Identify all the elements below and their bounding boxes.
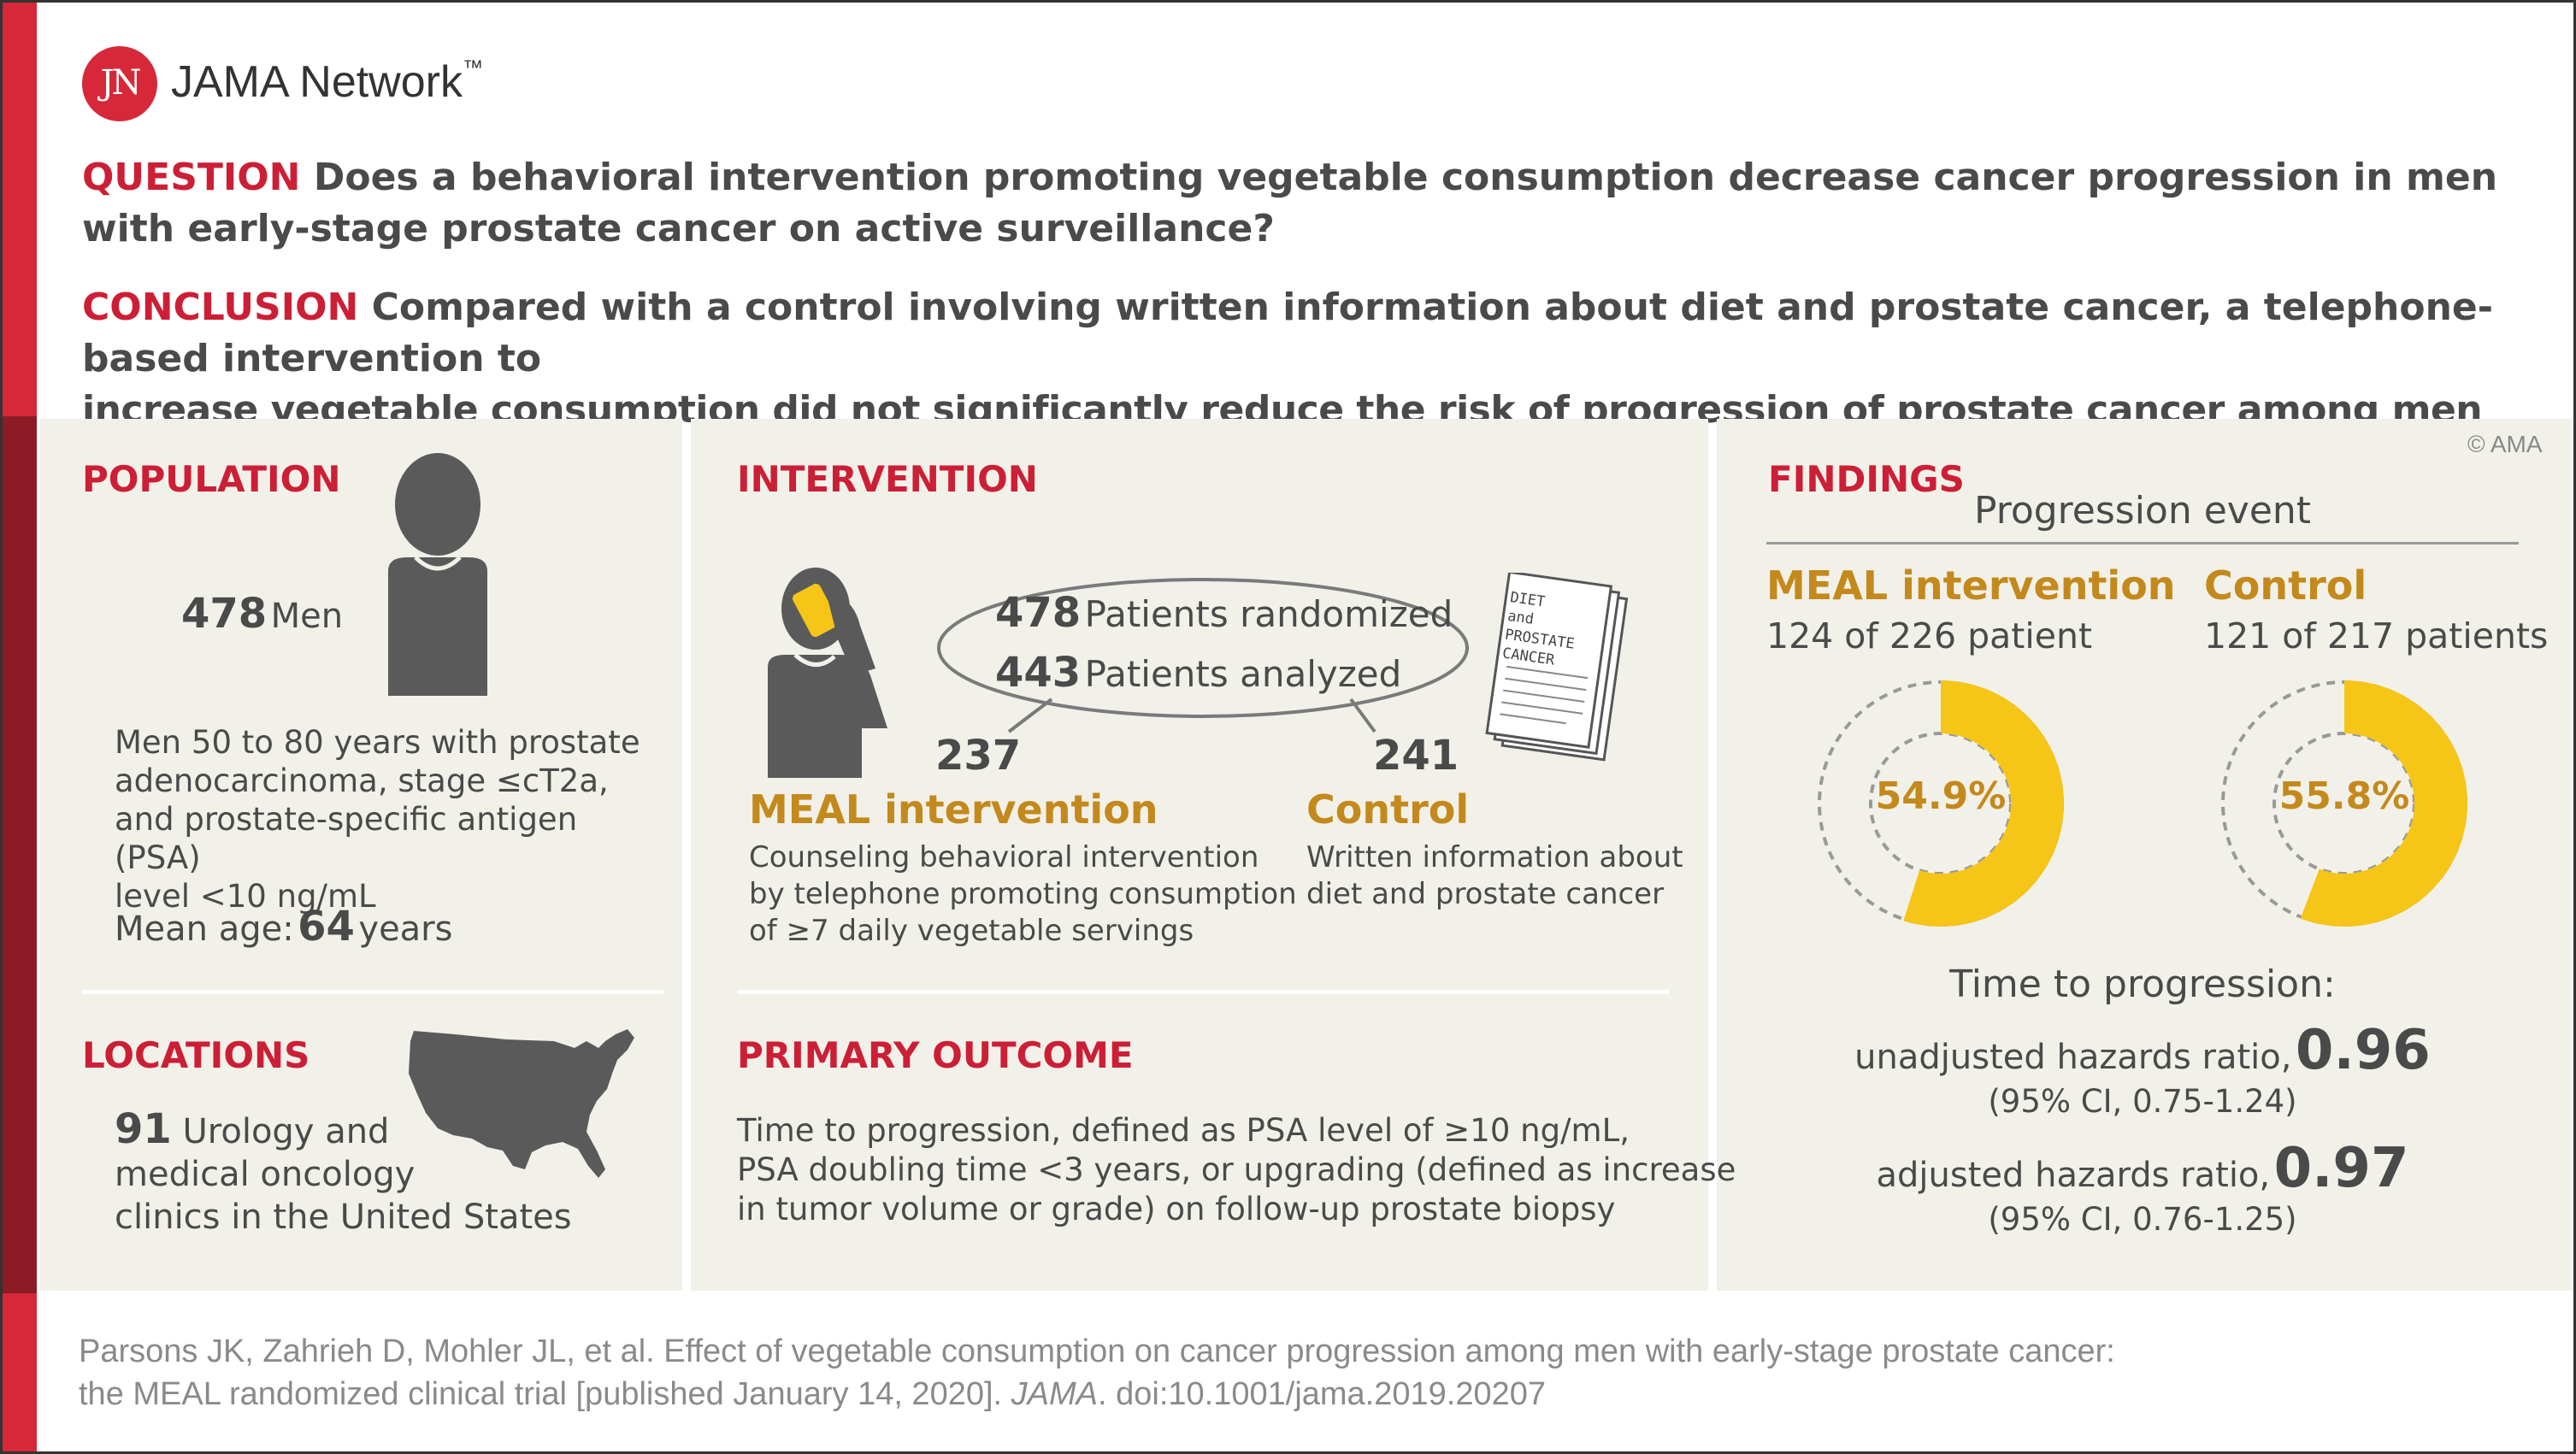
us-map-icon (409, 1029, 634, 1178)
analyzed-label: Patients analyzed (1084, 653, 1402, 695)
population-title: POPULATION (82, 458, 341, 500)
document-stack-icon (1485, 573, 1629, 762)
findings-title: FINDINGS (1768, 458, 1965, 500)
randomized-count: 478 (995, 589, 1082, 637)
citation: Parsons JK, Zahrieh D, Mohler JL, et al.… (79, 1330, 2541, 1416)
locations-title: LOCATIONS (82, 1034, 310, 1076)
conclusion-label: CONCLUSION (82, 286, 359, 329)
population-desc-line: adenocarcinoma, stage ≤cT2a, (115, 762, 609, 799)
mean-age-unit: years (358, 909, 453, 949)
citation-line1: Parsons JK, Zahrieh D, Mohler JL, et al.… (79, 1333, 2115, 1369)
control-arm-count: 241 (1373, 732, 1459, 780)
primary-outcome-text: Time to progression, defined as PSA leve… (737, 1111, 1736, 1229)
divider (737, 990, 1669, 994)
control-arm-name: Control (1306, 786, 1470, 833)
citation-line2: the MEAL randomized clinical trial [publ… (79, 1376, 1003, 1412)
control-arm-description: Written information about diet and prost… (1306, 839, 1683, 913)
findings-meal-name: MEAL intervention (1766, 562, 2176, 609)
adjusted-hr-label: adjusted hazards ratio, (1876, 1156, 2271, 1195)
phone-caller-icon (768, 568, 887, 778)
brand-name-text: JAMA Network (171, 57, 463, 107)
citation-journal: JAMA (1011, 1376, 1099, 1412)
meal-desc-line: Counseling behavioral intervention (749, 840, 1259, 874)
findings-subtitle: Progression event (1973, 489, 2312, 533)
mean-age-row: Mean age: 64 years (115, 903, 452, 951)
locations-text: 91 Urology and medical oncology clinics … (115, 1108, 572, 1239)
person-icon (388, 453, 487, 696)
population-count: 478 (181, 590, 268, 638)
divider (82, 990, 663, 994)
findings-rule (1766, 542, 2519, 545)
randomized-label: Patients randomized (1084, 593, 1453, 635)
population-count-label: Men (270, 597, 344, 636)
time-to-progression-title: Time to progression: (1949, 962, 2336, 1006)
unadjusted-hr-row: unadjusted hazards ratio, 0.96 (1749, 1019, 2536, 1082)
primary-outcome-line: Time to progression, defined as PSA leve… (737, 1112, 1630, 1149)
control-donut-chart (2221, 680, 2467, 927)
intervention-title: INTERVENTION (737, 458, 1038, 500)
locations-line2: medical oncology (115, 1155, 416, 1194)
accent-strip-top (3, 3, 37, 416)
question-label: QUESTION (82, 156, 301, 199)
meal-arm-description: Counseling behavioral intervention by te… (749, 839, 1297, 950)
accent-strip-middle (3, 416, 37, 1293)
mean-age-label: Mean age: (115, 909, 294, 949)
control-donut-label: 55.8% (2278, 774, 2410, 818)
control-donut-arc (2300, 680, 2467, 927)
findings-control-name: Control (2204, 562, 2367, 609)
randomized-oval (937, 578, 1469, 718)
primary-outcome-line: PSA doubling time <3 years, or upgrading… (737, 1151, 1736, 1188)
meal-donut-chart (1818, 680, 2064, 927)
control-desc-line: Written information about (1306, 840, 1683, 874)
brand-trademark: ™ (462, 56, 483, 79)
logo-letters: JN (100, 63, 141, 103)
analyzed-count: 443 (995, 649, 1082, 697)
findings-control-detail: 121 of 217 patients (2204, 615, 2549, 656)
document-label: DIET and PROSTATE CANCER (1501, 588, 1605, 675)
intervention-panel (691, 419, 1708, 1291)
meal-arm-count: 237 (935, 732, 1022, 780)
primary-outcome-line: in tumor volume or grade) on follow-up p… (737, 1191, 1616, 1227)
control-desc-line: diet and prostate cancer (1306, 877, 1665, 911)
adjusted-hr-ci: (95% CI, 0.76-1.25) (1988, 1201, 2297, 1238)
branch-lines (1007, 698, 1376, 733)
population-description: Men 50 to 80 years with prostate adenoca… (115, 723, 670, 915)
conclusion-line1: Compared with a control involving writte… (82, 286, 2494, 380)
copyright: © AMA (2467, 431, 2543, 457)
population-desc-line: Men 50 to 80 years with prostate (115, 724, 640, 761)
meal-donut-label: 54.9% (1875, 774, 2007, 818)
locations-count: 91 (115, 1105, 172, 1153)
findings-meal-detail: 124 of 226 patient (1766, 615, 2093, 656)
population-desc-line: level <10 ng/mL (115, 878, 376, 915)
meal-donut-arc (1903, 680, 2064, 927)
mean-age-value: 64 (298, 903, 355, 951)
question-block: QUESTION Does a behavioral intervention … (82, 152, 2544, 255)
unadjusted-hr-ci: (95% CI, 0.75-1.24) (1988, 1083, 2297, 1120)
locations-line3: clinics in the United States (115, 1198, 572, 1237)
jama-logo-icon: JN (82, 46, 157, 121)
question-line1: Does a behavioral intervention promoting… (313, 156, 2498, 199)
meal-desc-line: of ≥7 daily vegetable servings (749, 914, 1194, 948)
adjusted-hr-value: 0.97 (2273, 1137, 2409, 1200)
locations-line1: Urology and (182, 1112, 390, 1151)
adjusted-hr-row: adjusted hazards ratio, 0.97 (1749, 1137, 2536, 1200)
primary-outcome-title: PRIMARY OUTCOME (737, 1034, 1134, 1076)
meal-desc-line: by telephone promoting consumption (749, 877, 1297, 911)
population-count-row: 478 Men (181, 590, 343, 638)
randomized-text: 478 Patients randomized 443 Patients ana… (995, 588, 1453, 708)
population-desc-line: and prostate-specific antigen (PSA) (115, 801, 578, 876)
accent-strip-bottom (3, 1293, 37, 1451)
question-line2: with early-stage prostate cancer on acti… (82, 207, 1275, 250)
meal-arm-name: MEAL intervention (749, 786, 1158, 833)
citation-doi: . doi:10.1001/jama.2019.20207 (1098, 1376, 1546, 1412)
brand-name: JAMA Network™ (171, 56, 483, 108)
unadjusted-hr-label: unadjusted hazards ratio, (1854, 1038, 2292, 1077)
unadjusted-hr-value: 0.96 (2295, 1019, 2431, 1082)
